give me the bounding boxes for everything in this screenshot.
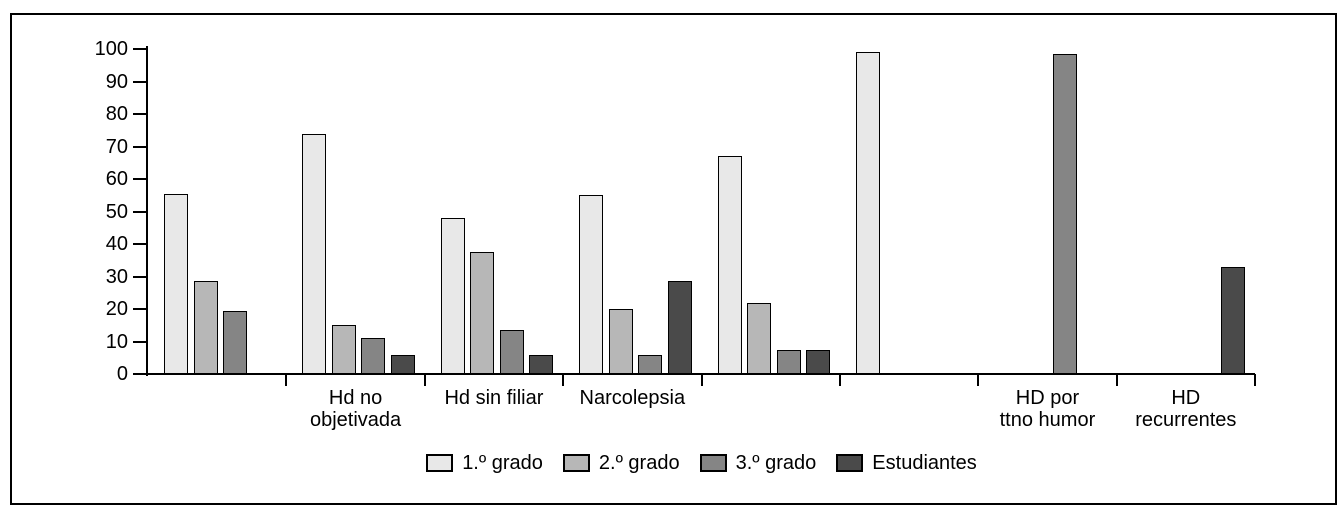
x-axis-category-label: HD — [1171, 387, 1201, 409]
y-axis-tick — [133, 373, 147, 375]
y-axis-tick-label: 20 — [105, 298, 128, 320]
legend-item: 1.º grado — [426, 452, 543, 474]
legend-swatch — [836, 454, 864, 472]
bar-group — [978, 49, 1116, 374]
bar — [579, 195, 604, 374]
y-axis-line — [146, 46, 148, 376]
y-axis-tick-label: 90 — [105, 70, 128, 93]
y-axis-tick — [133, 80, 147, 83]
bar — [747, 302, 771, 374]
bar — [717, 156, 742, 374]
x-axis-category-label: objetivada — [309, 409, 402, 431]
y-axis-tick-label: 70 — [105, 135, 128, 158]
x-axis-tick — [1115, 374, 1118, 386]
legend-item: 2.º grado — [562, 452, 680, 474]
x-axis-tick — [1254, 374, 1256, 386]
y-axis-tick — [133, 48, 147, 50]
y-axis-tick-label: 50 — [105, 200, 128, 223]
legend-label: 2.º grado — [598, 452, 680, 474]
bar — [470, 252, 495, 374]
bar — [440, 218, 465, 374]
bar-group — [702, 49, 840, 374]
bar — [390, 354, 415, 374]
bar — [776, 349, 801, 374]
bar-group — [425, 49, 563, 374]
plot-area: 0 10 20 30 40 50 60 70 80 90 100 Hd no objetivada Hd … — [95, 38, 1256, 431]
y-axis-tick — [133, 145, 147, 148]
y-axis-tick-label: 80 — [105, 103, 128, 125]
legend-item: Estudiantes — [836, 452, 977, 474]
bar — [806, 349, 830, 374]
bar — [529, 354, 554, 374]
legend-item: 3.º grado — [699, 452, 817, 474]
legend-label: Estudiantes — [872, 452, 977, 474]
bar — [361, 338, 386, 374]
bar — [608, 309, 633, 374]
bar-group — [1117, 49, 1255, 374]
bar — [1053, 53, 1078, 374]
bar — [855, 52, 880, 374]
y-axis-tick-label: 100 — [94, 38, 128, 60]
x-axis-category-label: recurrentes — [1135, 409, 1237, 431]
x-axis-category-label: HD por — [1015, 387, 1080, 409]
legend-label: 3.º grado — [735, 452, 817, 474]
x-axis-category-label: Hd no — [328, 387, 383, 409]
y-axis-tick-label: 0 — [116, 363, 128, 385]
x-axis-tick — [977, 374, 980, 386]
y-axis-tick-label: 40 — [105, 233, 128, 255]
legend-swatch — [699, 454, 727, 472]
bar-group — [563, 49, 701, 374]
legend-swatch — [426, 454, 454, 472]
y-axis-tick — [133, 340, 147, 343]
x-axis-category-label: ttno humor — [999, 409, 1096, 431]
x-axis-category-label: Narcolepsia — [579, 387, 686, 409]
x-axis-tick — [285, 374, 288, 386]
bar — [193, 281, 218, 374]
y-axis-tick — [133, 243, 147, 245]
y-axis-tick — [133, 210, 147, 213]
bar — [667, 281, 692, 374]
x-axis-tick — [562, 374, 565, 386]
bar — [499, 330, 524, 374]
bar-group — [148, 49, 286, 374]
legend-swatch — [562, 454, 590, 472]
bar — [1221, 266, 1246, 374]
y-axis-tick — [133, 275, 147, 278]
x-axis-tick — [700, 374, 703, 386]
legend: 1.º grado 2.º grado 3.º grado Estudiantes — [148, 451, 1255, 475]
bar — [638, 354, 663, 374]
y-axis-tick — [133, 308, 147, 310]
bar — [223, 310, 247, 374]
y-axis-tick-label: 60 — [105, 168, 128, 190]
y-axis-tick — [133, 113, 147, 115]
x-axis-tick — [423, 374, 426, 386]
bar — [302, 133, 327, 374]
y-axis-tick — [133, 178, 147, 180]
y-axis-tick-label: 30 — [105, 265, 128, 288]
y-axis-tick-label: 10 — [105, 330, 128, 353]
bar-group — [840, 49, 978, 374]
bar-group — [286, 49, 424, 374]
x-axis-category-label: Hd sin filiar — [444, 387, 544, 409]
bar — [331, 325, 356, 374]
x-axis-tick — [838, 374, 841, 386]
figure-frame — [10, 13, 1337, 505]
bar — [164, 193, 188, 374]
legend-label: 1.º grado — [462, 452, 543, 474]
